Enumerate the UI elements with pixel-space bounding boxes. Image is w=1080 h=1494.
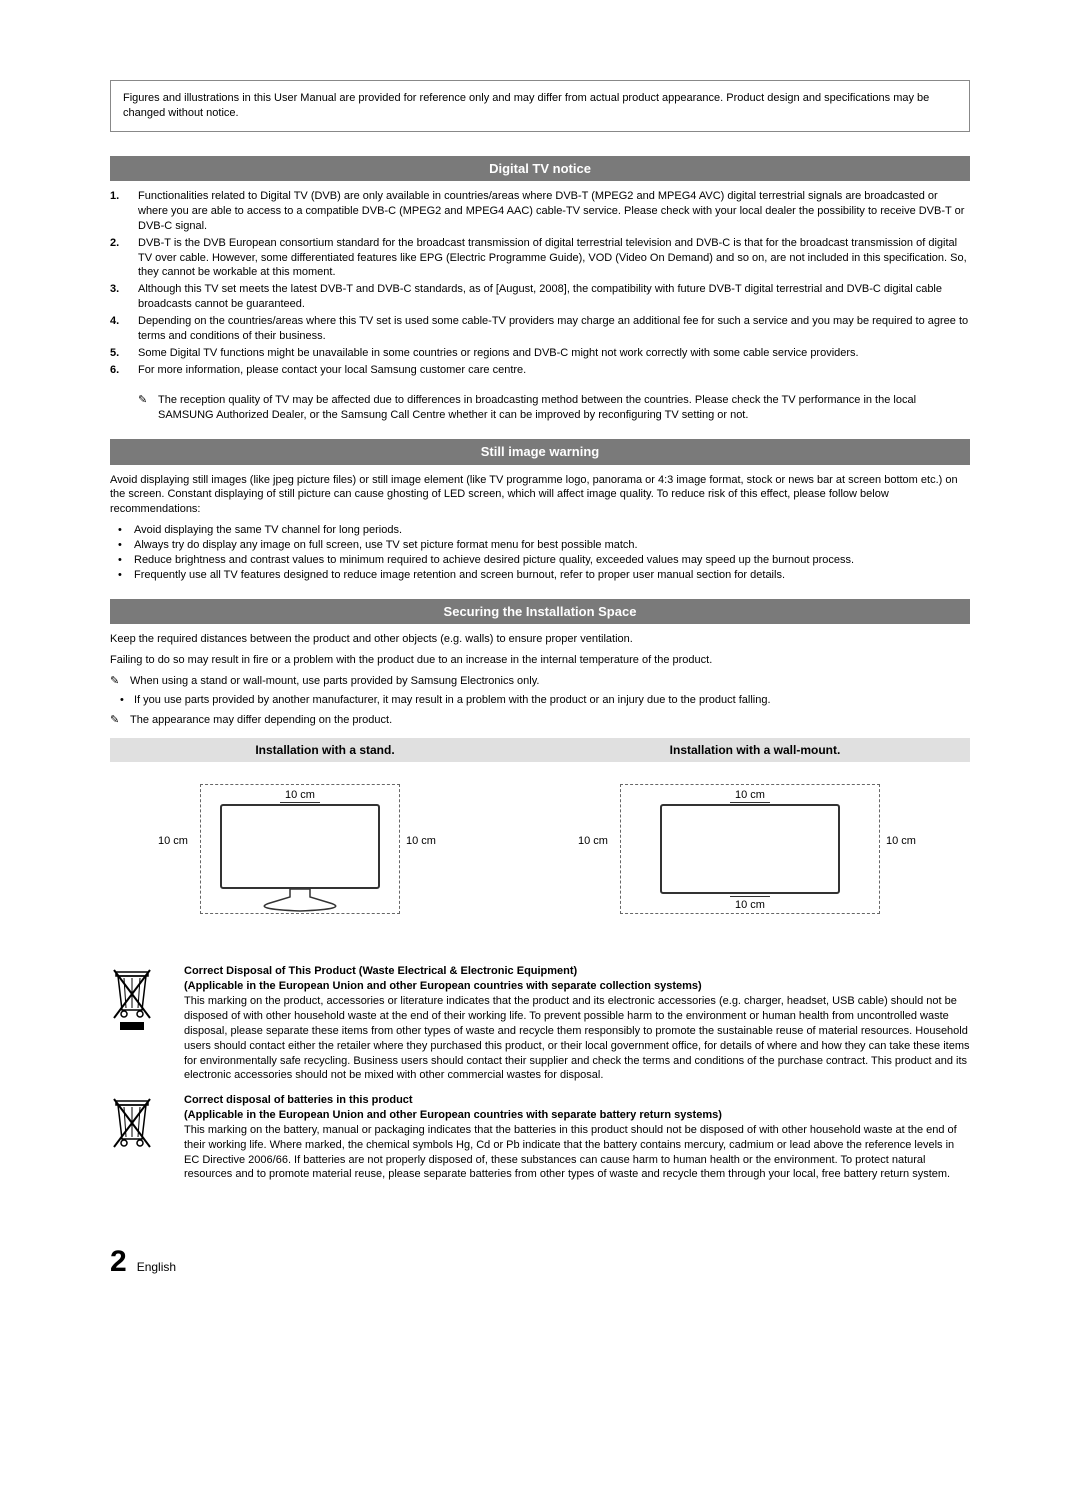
note-icon: ✎ [110, 713, 130, 728]
disposal-subheading: (Applicable in the European Union and ot… [184, 1108, 970, 1123]
list-item: Depending on the countries/areas where t… [138, 314, 970, 344]
distance-label: 10 cm [735, 788, 765, 803]
distance-label: 10 cm [406, 834, 436, 849]
list-item: Functionalities related to Digital TV (D… [138, 189, 970, 234]
still-image-bullets: Avoid displaying the same TV channel for… [110, 523, 970, 582]
note-icon: ✎ [110, 674, 130, 689]
disposal-body: This marking on the battery, manual or p… [184, 1123, 970, 1182]
disposal-body: This marking on the product, accessories… [184, 994, 970, 1083]
securing-note1: ✎ When using a stand or wall-mount, use … [110, 674, 970, 689]
diagram-wallmount: 10 cm 10 cm 10 cm 10 cm [560, 774, 970, 934]
disposal-heading: Correct disposal of batteries in this pr… [184, 1093, 970, 1108]
list-item: Always try do display any image on full … [134, 538, 970, 553]
distance-label: 10 cm [285, 788, 315, 803]
top-notice-box: Figures and illustrations in this User M… [110, 80, 970, 132]
distance-label: 10 cm [735, 898, 765, 913]
disposal-product: Correct Disposal of This Product (Waste … [110, 964, 970, 1083]
section-header-digital-tv: Digital TV notice [110, 156, 970, 182]
securing-note2: ✎ The appearance may differ depending on… [110, 713, 970, 728]
distance-label: 10 cm [578, 834, 608, 849]
securing-p1: Keep the required distances between the … [110, 632, 970, 647]
still-image-intro: Avoid displaying still images (like jpeg… [110, 473, 970, 518]
installation-diagrams: 10 cm 10 cm 10 cm 10 cm 10 cm 10 cm 10 c… [110, 774, 970, 934]
list-item: Frequently use all TV features designed … [134, 568, 970, 583]
install-col-wall: Installation with a wall-mount. [540, 738, 970, 762]
list-item: Some Digital TV functions might be unava… [138, 346, 970, 361]
securing-p2: Failing to do so may result in fire or a… [110, 653, 970, 668]
distance-label: 10 cm [158, 834, 188, 849]
weee-battery-icon [110, 1097, 154, 1153]
list-item: Reduce brightness and contrast values to… [134, 553, 970, 568]
disposal-battery: Correct disposal of batteries in this pr… [110, 1093, 970, 1182]
digital-tv-list: 1.Functionalities related to Digital TV … [110, 189, 970, 377]
page-number: 2 [110, 1242, 127, 1283]
page-footer: 2 English [110, 1242, 970, 1283]
diagram-stand: 10 cm 10 cm 10 cm [110, 774, 520, 934]
note-reception: ✎ The reception quality of TV may be aff… [110, 393, 970, 423]
distance-label: 10 cm [886, 834, 916, 849]
list-item: Although this TV set meets the latest DV… [138, 282, 970, 312]
section-header-still-image: Still image warning [110, 439, 970, 465]
section-header-securing: Securing the Installation Space [110, 599, 970, 625]
disposal-heading: Correct Disposal of This Product (Waste … [184, 964, 970, 979]
list-item: Avoid displaying the same TV channel for… [134, 523, 970, 538]
securing-sub: If you use parts provided by another man… [110, 693, 970, 708]
disposal-subheading: (Applicable in the European Union and ot… [184, 979, 970, 994]
list-item: For more information, please contact you… [138, 363, 970, 378]
list-item: DVB-T is the DVB European consortium sta… [138, 236, 970, 281]
install-col-stand: Installation with a stand. [110, 738, 540, 762]
note-icon: ✎ [138, 393, 158, 423]
page-language: English [137, 1259, 176, 1275]
weee-icon [110, 968, 154, 1032]
tv-stand-icon [250, 889, 350, 913]
install-header-row: Installation with a stand. Installation … [110, 738, 970, 762]
top-notice-text: Figures and illustrations in this User M… [123, 92, 929, 119]
